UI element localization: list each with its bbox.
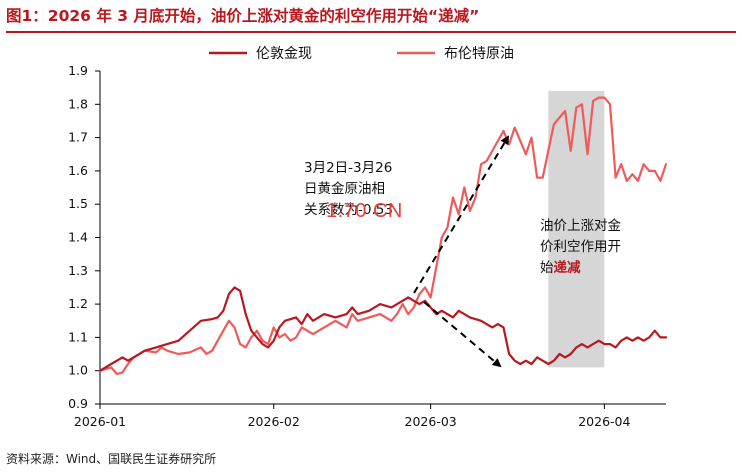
source-note: 资料来源：Wind、国联民生证券研究所	[6, 452, 217, 466]
title-underline	[6, 31, 736, 33]
overlay-watermark-text: 1.70 CN	[326, 200, 403, 222]
x-tick-label: 2026-02	[248, 414, 300, 429]
legend-label-brent: 布伦特原油	[444, 46, 514, 62]
y-tick-label: 1.1	[68, 329, 88, 344]
y-tick-label: 1.0	[68, 363, 88, 378]
correlation-line-1: 3月2日-3月26	[304, 160, 393, 176]
shaded-period	[548, 90, 605, 368]
correlation-line-2: 日黄金原油相	[304, 181, 385, 197]
y-tick-label: 1.6	[68, 163, 88, 178]
arrow-down-correlation	[423, 301, 502, 368]
shade-line-2: 价利空作用开	[540, 239, 621, 255]
y-tick-label: 1.2	[68, 296, 88, 311]
shade-annotation: 油价上涨对金 价利空作用开 始递减	[540, 216, 621, 279]
series-line-gold	[98, 286, 668, 372]
y-tick-label: 0.9	[68, 396, 88, 411]
y-tick-label: 1.9	[68, 63, 88, 78]
y-tick-label: 1.5	[68, 196, 88, 211]
legend-label-gold: 伦敦金现	[256, 46, 312, 62]
correlation-annotation: 3月2日-3月26 日黄金原油相 关系数为-0.53	[304, 158, 393, 221]
shade-line-3-red: 递减	[553, 260, 581, 276]
correlation-line-3: 关系数为-0.53	[304, 202, 393, 218]
y-tick-label: 1.8	[68, 96, 88, 111]
shade-line-3-prefix: 始	[540, 260, 554, 276]
series-line-brent	[98, 96, 668, 376]
arrow-up-correlation	[413, 135, 510, 294]
figure-title: 图1：2026 年 3 月底开始，油价上涨对黄金的利空作用开始“递减”	[6, 7, 480, 25]
y-tick-label: 1.7	[68, 130, 88, 145]
shade-line-1: 油价上涨对金	[540, 218, 621, 234]
x-tick-label: 2026-03	[405, 414, 457, 429]
shade-line-3: 始递减	[540, 258, 621, 279]
x-tick-label: 2026-01	[74, 414, 126, 429]
x-tick-label: 2026-04	[578, 414, 630, 429]
y-tick-label: 1.3	[68, 263, 88, 278]
y-tick-label: 1.4	[68, 230, 88, 245]
